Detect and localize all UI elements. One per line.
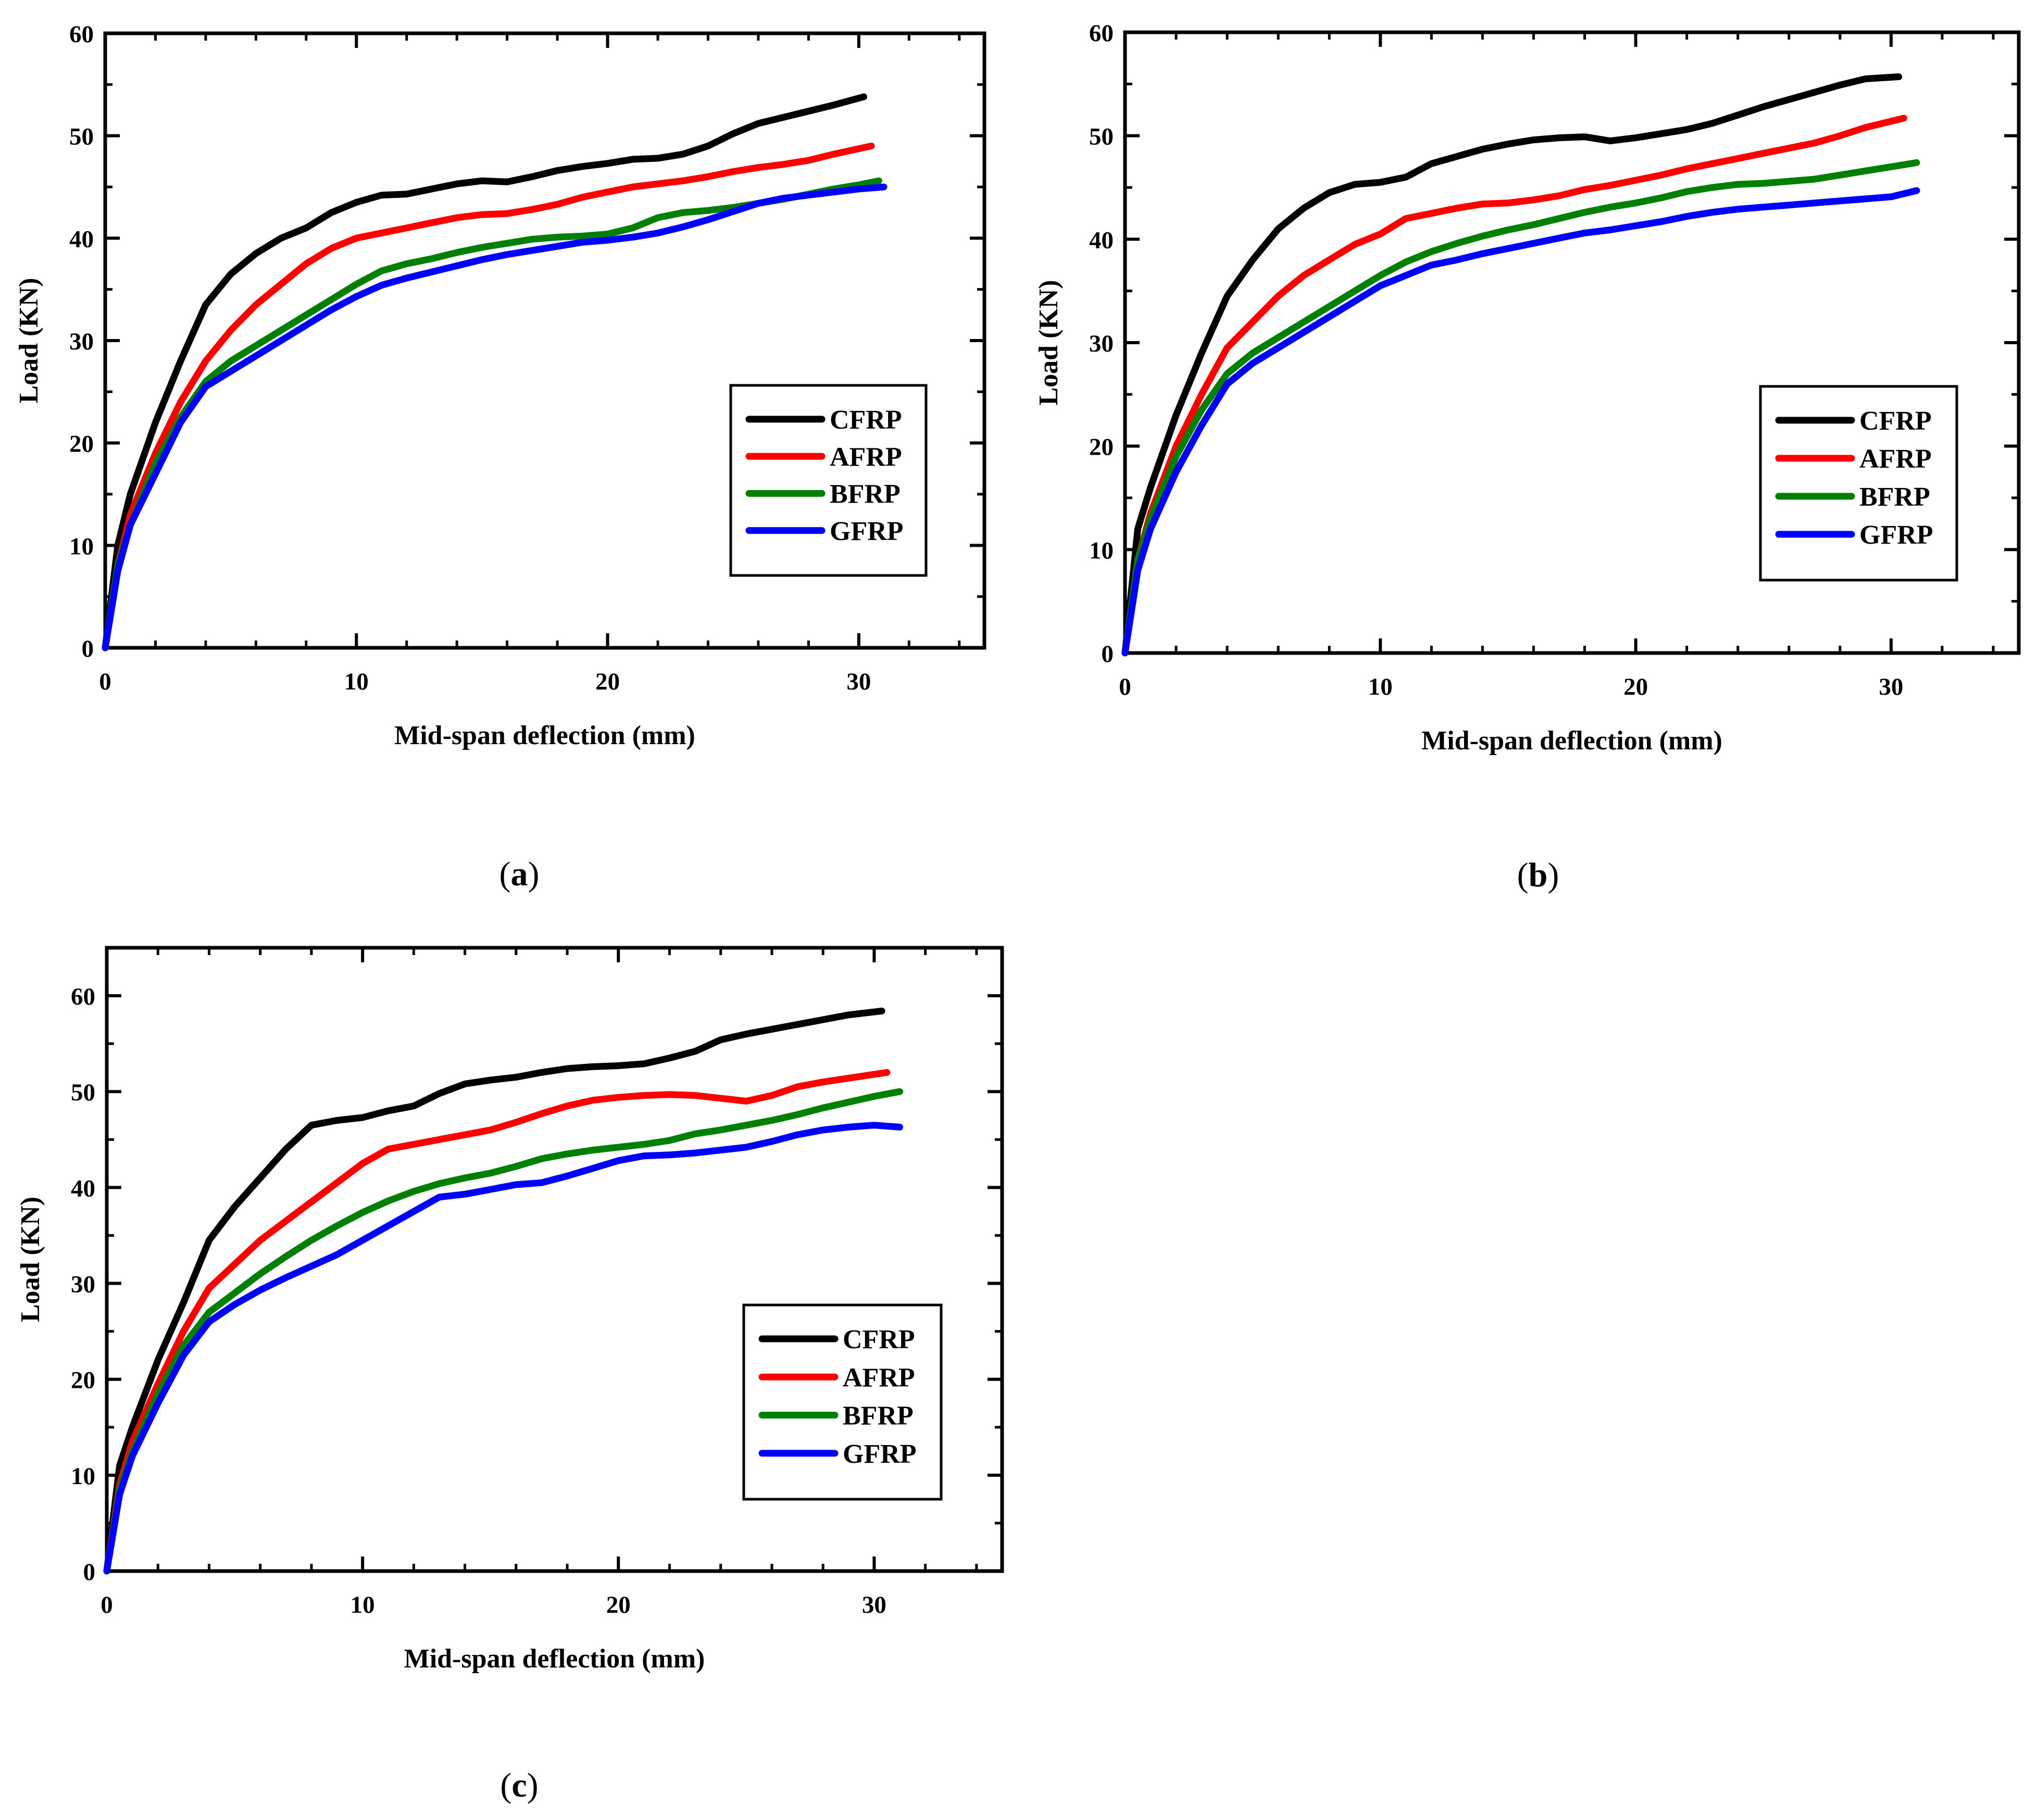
x-tick-label: 0: [99, 668, 111, 695]
y-tick-label: 40: [71, 1175, 95, 1202]
legend-label-gfrp: GFRP: [1859, 520, 1933, 550]
y-tick-label: 10: [69, 533, 94, 560]
x-tick-label: 20: [606, 1591, 631, 1618]
y-tick-label: 50: [71, 1079, 95, 1106]
panel-label: (a): [499, 855, 540, 893]
series-line-gfrp: [1121, 187, 1920, 657]
legend-label-cfrp: CFRP: [830, 405, 902, 435]
y-tick-label: 40: [1089, 227, 1114, 254]
series-line-afrp: [102, 142, 875, 651]
legend-label-bfrp: BFRP: [830, 480, 901, 509]
series-line-afrp: [103, 1069, 891, 1575]
legend-label-bfrp: BFRP: [843, 1401, 914, 1431]
legend-label-afrp: AFRP: [1859, 444, 1932, 474]
legend-box: [1759, 385, 1958, 582]
x-tick-label: 10: [344, 668, 369, 695]
y-tick-label: 10: [71, 1463, 95, 1490]
legend-label-cfrp: CFRP: [1859, 406, 1932, 436]
x-tick-label: 20: [1623, 673, 1648, 700]
y-tick-label: 60: [1089, 20, 1114, 47]
legend-label-cfrp: CFRP: [843, 1325, 915, 1354]
x-tick-label: 0: [1119, 673, 1131, 700]
x-tick-label: 10: [1368, 673, 1393, 700]
panel-label-close: ): [527, 1766, 539, 1804]
x-tick-label: 10: [351, 1591, 375, 1618]
y-tick-label: 30: [71, 1271, 95, 1298]
x-axis-label: Mid-span deflection (mm): [1421, 726, 1722, 756]
panel-label-letter: c: [511, 1766, 527, 1804]
y-tick-label: 20: [69, 431, 94, 458]
y-tick-label: 60: [71, 983, 95, 1010]
y-tick-label: 50: [1089, 123, 1114, 150]
series-line-gfrp: [102, 183, 888, 651]
chart-panel-b: 0 10 20 30 0 10 20 30 40 50 60 Mid-span deflection …: [1034, 20, 2021, 894]
y-tick-label: 10: [1089, 537, 1114, 564]
panel-label: (b): [1517, 856, 1559, 894]
panel-label-open: (: [500, 1766, 511, 1804]
panel-label-open: (: [499, 855, 511, 893]
y-axis-label: Load (KN): [16, 1197, 45, 1322]
y-tick-label: 20: [71, 1367, 95, 1394]
y-tick-label: 60: [69, 21, 94, 48]
series-line-cfrp: [102, 93, 867, 651]
series-line-bfrp: [103, 1088, 903, 1575]
y-tick-label: 0: [82, 635, 94, 662]
x-tick-label: 30: [1879, 673, 1903, 700]
series-line-gfrp: [103, 1122, 903, 1575]
panel-label-letter: a: [511, 855, 528, 893]
chart-panel-c: 0 10 20 30 0 10 20 30 40 50 60 Mid-span deflection …: [16, 946, 1004, 1804]
x-tick-label: 30: [846, 668, 871, 695]
panel-label: (c): [500, 1766, 538, 1804]
series-line-bfrp: [1121, 159, 1920, 657]
y-tick-label: 0: [83, 1559, 96, 1586]
series-line-afrp: [1121, 115, 1907, 657]
series-line-cfrp: [103, 1008, 885, 1575]
panel-label-open: (: [1517, 856, 1529, 894]
legend-label-gfrp: GFRP: [830, 517, 904, 546]
y-tick-label: 30: [69, 328, 94, 355]
x-tick-label: 0: [101, 1591, 113, 1618]
y-tick-label: 40: [69, 225, 94, 253]
panel-label-close: ): [1547, 856, 1559, 894]
x-axis-label: Mid-span deflection (mm): [404, 1644, 705, 1674]
y-tick-label: 30: [1089, 330, 1114, 357]
y-tick-label: 50: [69, 123, 94, 150]
panel-label-close: ): [528, 855, 540, 893]
x-tick-label: 30: [862, 1591, 886, 1618]
legend-label-afrp: AFRP: [843, 1363, 915, 1392]
series-line-cfrp: [1121, 73, 1903, 657]
y-axis-label: Load (KN): [1034, 280, 1064, 405]
legend-label-bfrp: BFRP: [1859, 482, 1930, 512]
y-tick-label: 20: [1089, 434, 1114, 461]
x-axis-label: Mid-span deflection (mm): [394, 721, 695, 750]
x-tick-label: 20: [595, 668, 620, 695]
legend-label-afrp: AFRP: [830, 442, 902, 472]
plot-frame: [105, 946, 1004, 1573]
panel-label-letter: b: [1529, 856, 1548, 894]
y-axis-label: Load (KN): [14, 278, 44, 403]
legend-label-gfrp: GFRP: [843, 1439, 917, 1469]
chart-panel-a: 0 10 20 30 0 10 20 30 40 50 60 Mid-span deflection …: [14, 21, 986, 893]
y-tick-label: 0: [1102, 641, 1114, 668]
